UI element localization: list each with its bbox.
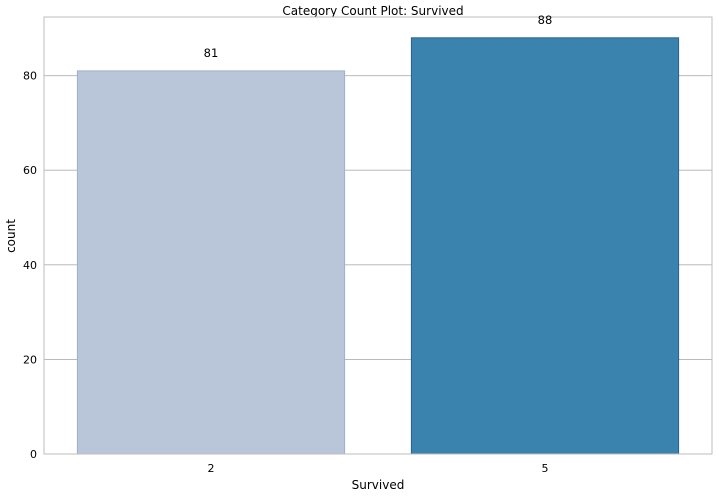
data-labels: 81 88 — [204, 13, 553, 60]
bar-2 — [76, 70, 346, 455]
plot-frame — [43, 16, 713, 455]
y-tick-label: 60 — [23, 164, 37, 177]
y-axis-label: count — [4, 219, 18, 253]
y-tick-label: 0 — [30, 448, 37, 461]
chart-title: Category Count Plot: Survived — [282, 4, 463, 18]
bars — [76, 37, 680, 455]
y-tick-label: 40 — [23, 259, 37, 272]
y-tick-labels: 0 20 40 60 80 — [23, 70, 37, 461]
y-tick-label: 20 — [23, 353, 37, 366]
x-tick-label: 5 — [542, 462, 549, 475]
bar-value-label: 81 — [204, 46, 219, 60]
x-tick-label: 2 — [208, 462, 215, 475]
bar-5 — [410, 37, 680, 455]
y-tick-label: 80 — [23, 70, 37, 83]
x-axis-label: Survived — [352, 478, 405, 492]
bar-value-label: 88 — [538, 13, 553, 27]
